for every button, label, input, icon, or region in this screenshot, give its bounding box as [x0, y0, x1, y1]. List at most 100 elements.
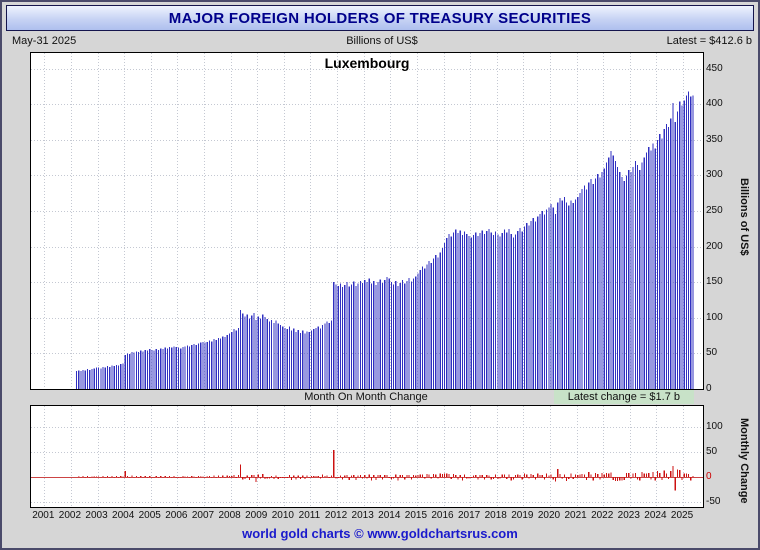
bar	[193, 344, 195, 389]
bar	[353, 475, 355, 477]
bar	[202, 342, 204, 389]
bar	[668, 127, 670, 389]
bar	[539, 475, 541, 477]
bar	[510, 477, 512, 481]
bar	[129, 354, 131, 389]
bar	[193, 476, 195, 477]
bar	[552, 477, 554, 480]
bar	[244, 316, 246, 389]
bar	[271, 319, 273, 389]
bar	[180, 348, 182, 389]
bar	[574, 474, 577, 477]
bar	[115, 364, 117, 389]
bar	[559, 198, 561, 389]
bar	[452, 474, 455, 477]
bar	[160, 476, 162, 477]
bar	[530, 474, 532, 477]
bar	[408, 475, 410, 477]
change-gridlines	[31, 406, 703, 507]
bar	[322, 474, 324, 477]
bar	[235, 330, 237, 389]
bar	[393, 477, 395, 479]
bar	[457, 233, 459, 389]
bar	[597, 174, 599, 389]
bar	[514, 234, 517, 389]
bar	[339, 475, 341, 477]
bar	[672, 102, 674, 389]
bar	[275, 475, 277, 477]
bar	[448, 233, 450, 389]
bar	[268, 477, 271, 479]
bar	[670, 471, 672, 477]
bar	[477, 235, 479, 389]
bar	[299, 477, 302, 479]
bar	[149, 349, 151, 389]
bar	[617, 477, 619, 481]
bar	[233, 475, 235, 477]
bar	[118, 477, 120, 478]
bar	[550, 474, 552, 477]
bar	[437, 257, 439, 389]
bar	[479, 475, 481, 477]
bar	[344, 475, 346, 477]
bar	[171, 347, 173, 389]
bar	[397, 285, 399, 389]
bar	[346, 475, 348, 477]
holdings-y-axis-title: Billions of US$	[738, 178, 750, 256]
bar	[463, 231, 466, 389]
bar	[95, 367, 98, 389]
bar	[619, 477, 621, 481]
bar	[687, 91, 690, 389]
bar	[124, 471, 126, 477]
bar	[317, 476, 319, 477]
bar	[197, 476, 200, 477]
bar	[197, 343, 200, 389]
bar	[592, 183, 594, 389]
holdings-bars	[75, 91, 694, 389]
bar	[641, 472, 643, 477]
bar	[492, 235, 495, 389]
bar	[182, 476, 184, 477]
x-tick-label: 2018	[484, 510, 507, 521]
bar	[342, 477, 344, 480]
bar	[222, 475, 224, 477]
bar	[457, 477, 459, 480]
bar	[248, 477, 251, 480]
bar	[599, 477, 601, 480]
bar	[91, 476, 93, 477]
bar	[572, 477, 574, 479]
bar	[399, 282, 401, 389]
bar	[670, 118, 672, 389]
bar	[439, 473, 441, 477]
bar	[659, 134, 661, 389]
bar	[315, 327, 317, 389]
x-tick-label: 2006	[165, 510, 188, 521]
bar	[226, 475, 228, 477]
change-bars	[78, 450, 694, 491]
bar	[623, 477, 625, 480]
latest-change-label: Latest change = $1.7 b	[553, 390, 694, 404]
bar	[497, 234, 499, 389]
bar	[632, 166, 634, 389]
bar	[375, 285, 377, 389]
bar	[290, 477, 293, 480]
bar	[102, 366, 104, 389]
bar	[184, 476, 186, 477]
bar	[446, 473, 448, 477]
bar	[277, 477, 279, 479]
bar	[381, 282, 384, 389]
bar	[563, 196, 565, 389]
bar	[477, 477, 479, 480]
bar	[361, 282, 364, 389]
bar	[603, 168, 605, 389]
bar	[603, 474, 605, 477]
bar	[619, 171, 621, 389]
bar	[581, 188, 583, 389]
bar	[546, 473, 548, 477]
bar	[690, 96, 692, 389]
change-chart-svg	[31, 406, 703, 507]
bar	[155, 349, 157, 389]
bar	[459, 475, 461, 477]
bar	[344, 285, 346, 389]
bar	[235, 477, 237, 478]
